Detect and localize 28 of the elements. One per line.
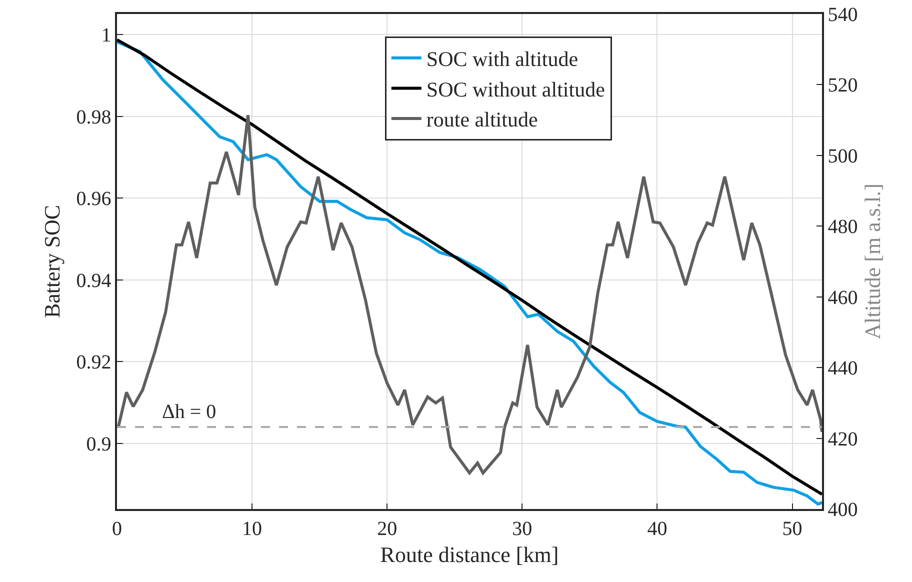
x-tick-label: 20 [377, 518, 398, 540]
y2-tick-label: 520 [828, 74, 858, 97]
y2-tick-label: 500 [828, 145, 858, 168]
annotation: Δh = 0 [162, 401, 216, 423]
x-axis-title: Route distance [km] [380, 542, 559, 568]
y-tick-label: 1 [101, 24, 112, 46]
y2-tick-label: 420 [828, 428, 858, 450]
y-tick-label: 0.9 [86, 434, 112, 456]
y-tick-label: 0.94 [76, 270, 112, 292]
x-tick-label: 10 [242, 518, 262, 540]
y-axis-title: Battery SOC [40, 204, 65, 318]
x-tick-label: 0 [112, 518, 122, 540]
y2-tick-label: 440 [828, 358, 858, 380]
y-tick-label: 0.92 [76, 352, 112, 374]
x-tick-label: 30 [512, 518, 532, 540]
x-tick-label: 40 [647, 518, 668, 540]
y-tick-label: 0.98 [76, 106, 112, 128]
line-series [117, 114, 822, 474]
y2-axis-title: Altitude [m a.s.l.] [860, 184, 886, 340]
y-tick-label: 0.96 [76, 188, 112, 210]
y2-tick-label: 400 [828, 499, 858, 521]
y2-tick-label: 540 [828, 4, 858, 26]
legend-label: route altitude [426, 108, 538, 132]
x-tick-label: 50 [782, 518, 802, 540]
legend-label: SOC without altitude [426, 77, 605, 102]
legend-label: SOC with altitude [426, 47, 578, 72]
y2-tick-label: 460 [828, 286, 858, 309]
y2-tick-label: 480 [828, 216, 858, 238]
